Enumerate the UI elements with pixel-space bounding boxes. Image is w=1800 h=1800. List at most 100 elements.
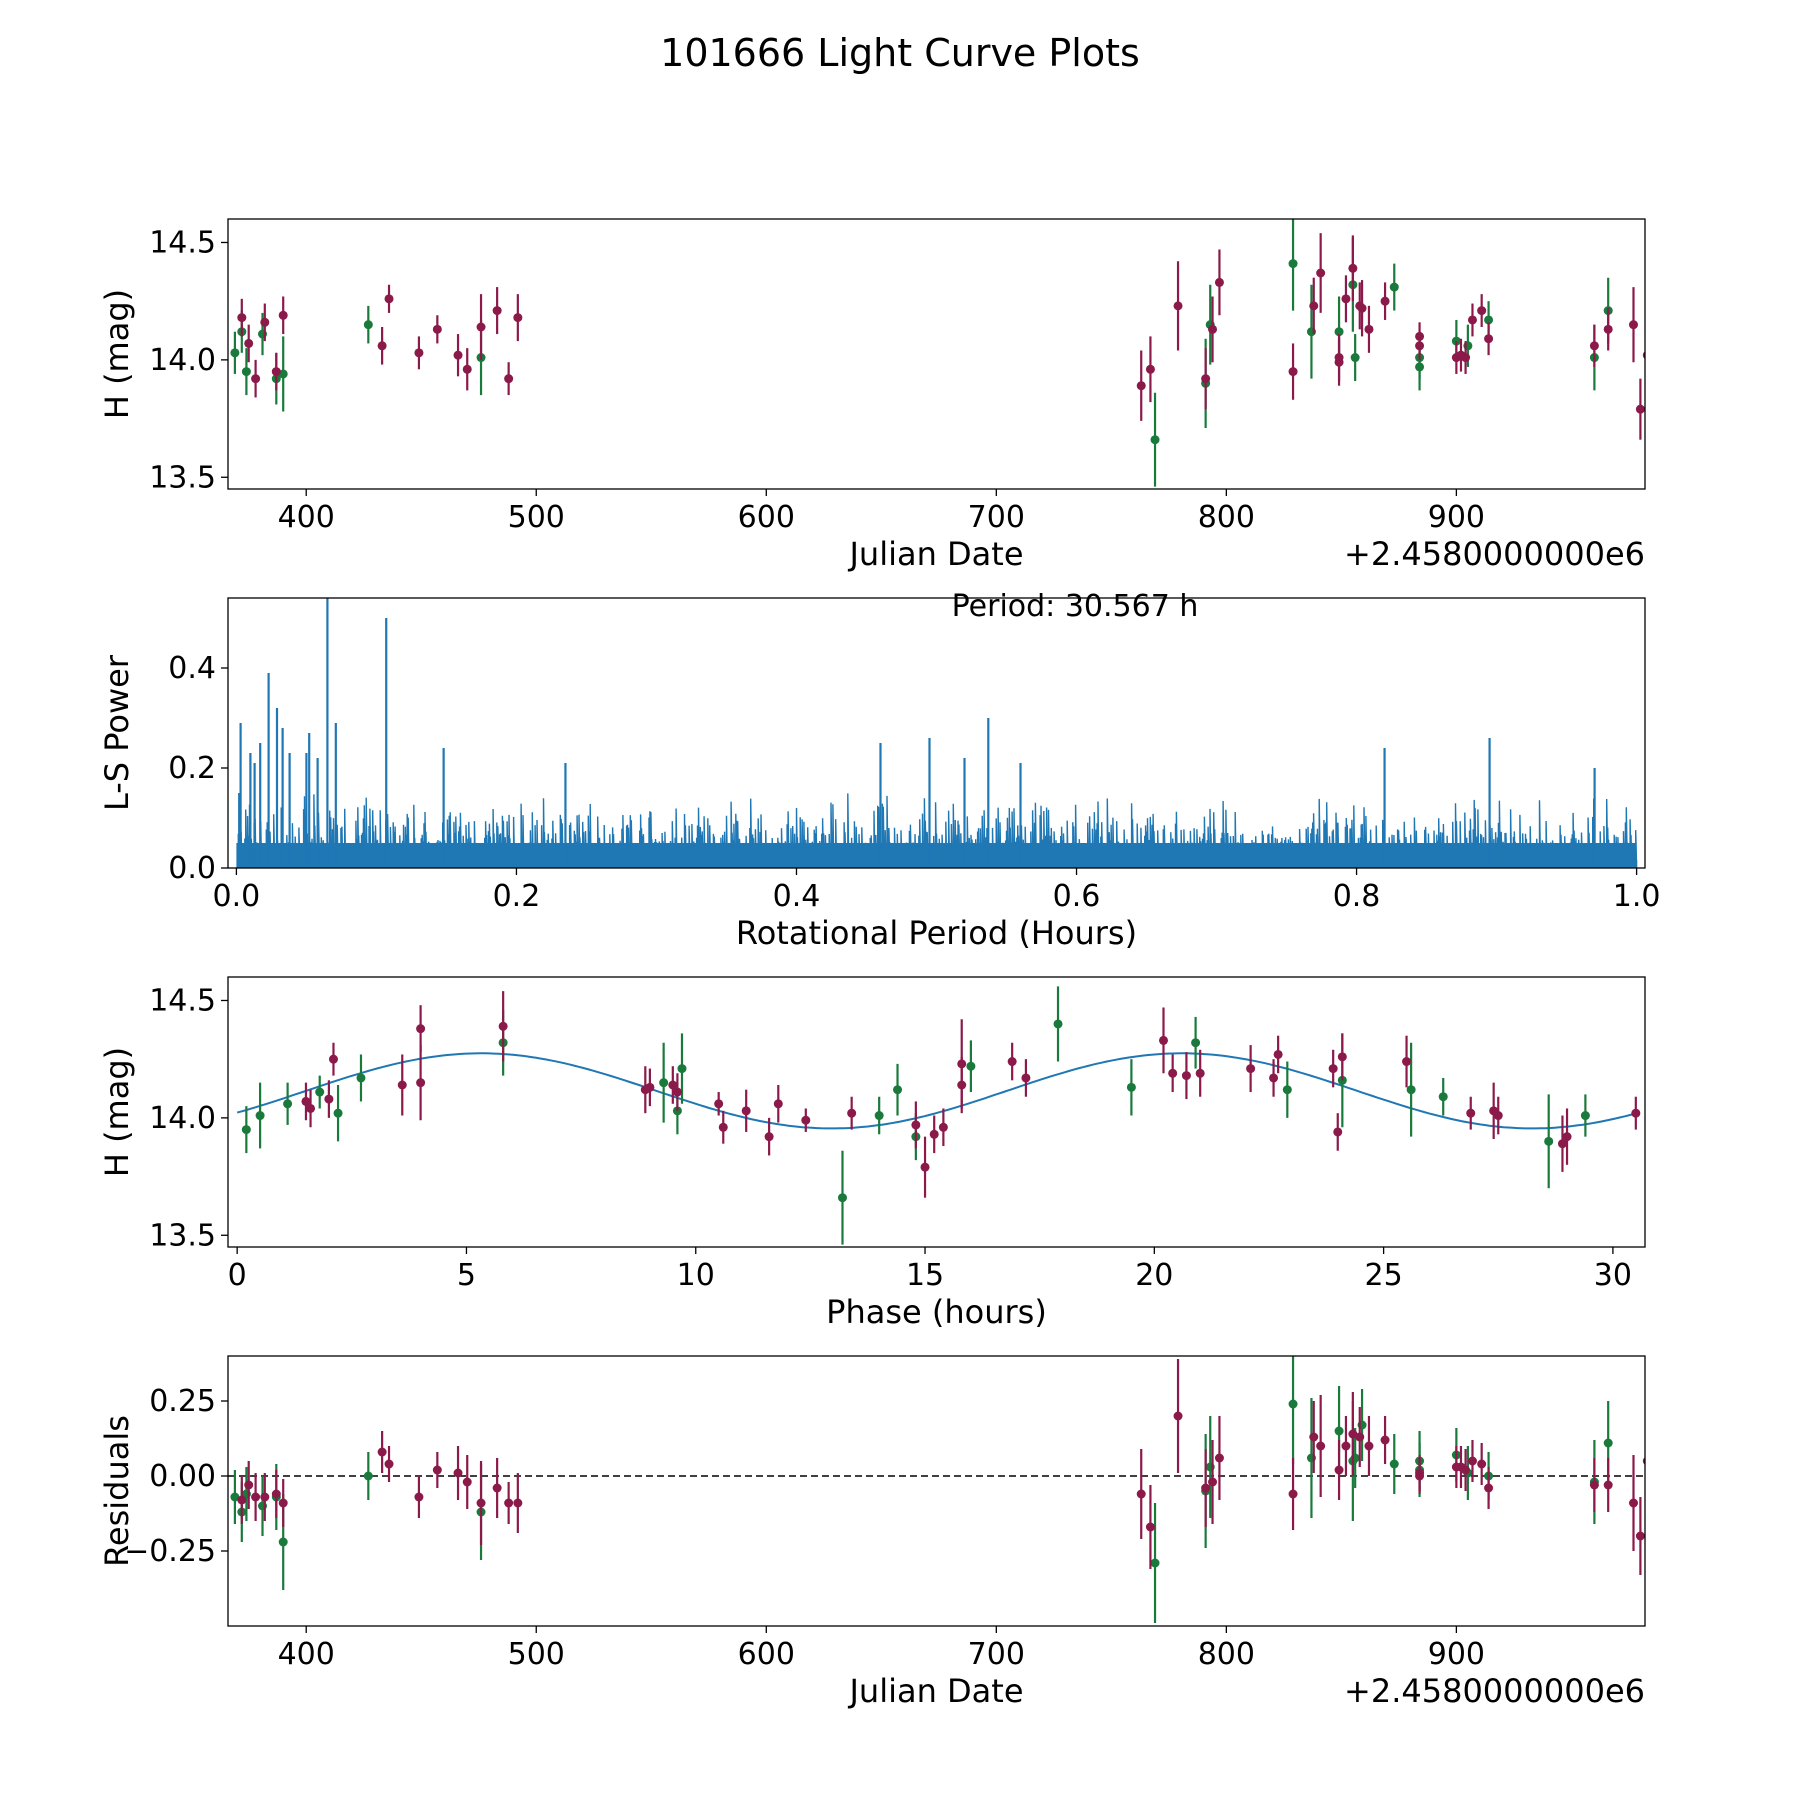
data-point-green bbox=[837, 1193, 847, 1203]
data-point-maroon bbox=[1364, 1441, 1374, 1451]
data-point-maroon bbox=[1208, 324, 1218, 334]
x-tick-label: 0 bbox=[228, 1258, 247, 1293]
data-point-green bbox=[1150, 1558, 1160, 1568]
x-axis-label: Rotational Period (Hours) bbox=[736, 914, 1137, 952]
x-tick-label: 1.0 bbox=[1613, 879, 1661, 914]
data-point-green bbox=[241, 1125, 251, 1135]
data-point-maroon bbox=[1642, 1457, 1645, 1465]
data-point-maroon bbox=[1402, 1057, 1412, 1067]
x-tick-label: 400 bbox=[278, 1637, 335, 1672]
data-point-maroon bbox=[260, 1492, 270, 1502]
data-point-maroon bbox=[453, 1468, 463, 1478]
data-point-maroon bbox=[1173, 1411, 1183, 1421]
data-point-green bbox=[278, 369, 288, 379]
data-point-green bbox=[1438, 1092, 1448, 1102]
plot-area bbox=[236, 986, 1641, 1245]
data-point-green bbox=[333, 1108, 343, 1118]
data-point-maroon bbox=[668, 1080, 678, 1090]
residuals-panel: 400 500 600 700 800 900 −0.25 0.00 0.25 Julian Da… bbox=[98, 1355, 1646, 1710]
plot-area bbox=[228, 1356, 1645, 1623]
data-point-maroon bbox=[432, 1465, 442, 1475]
x-tick-label: 900 bbox=[1428, 500, 1485, 535]
data-point-maroon bbox=[1467, 1456, 1477, 1466]
y-tick-label: 0.4 bbox=[168, 651, 216, 686]
data-point-maroon bbox=[453, 350, 463, 360]
data-point-maroon bbox=[1309, 1432, 1319, 1442]
data-point-maroon bbox=[328, 1054, 338, 1064]
data-point-maroon bbox=[237, 313, 247, 323]
x-tick-label: 30 bbox=[1594, 1258, 1632, 1293]
data-point-green bbox=[363, 1471, 373, 1481]
plot-area bbox=[230, 219, 1645, 487]
data-point-maroon bbox=[1415, 341, 1425, 351]
x-tick-label: 0.4 bbox=[773, 879, 821, 914]
data-point-maroon bbox=[251, 1492, 261, 1502]
x-tick-label: 700 bbox=[968, 1637, 1025, 1672]
data-point-green bbox=[278, 1537, 288, 1547]
data-point-maroon bbox=[1642, 351, 1645, 360]
data-point-green bbox=[1126, 1082, 1136, 1092]
data-point-maroon bbox=[1628, 320, 1638, 330]
data-point-maroon bbox=[1484, 1483, 1494, 1493]
data-point-maroon bbox=[1145, 1522, 1155, 1532]
data-point-maroon bbox=[1168, 1068, 1178, 1078]
data-point-green bbox=[893, 1085, 903, 1095]
data-point-maroon bbox=[1415, 1468, 1425, 1478]
data-point-maroon bbox=[416, 1024, 426, 1034]
period-annotation: Period: 30.567 h bbox=[952, 589, 1199, 624]
data-point-maroon bbox=[1467, 315, 1477, 325]
x-tick-label: 400 bbox=[278, 500, 335, 535]
y-tick-label: 13.5 bbox=[149, 1218, 216, 1253]
x-tick-label: 600 bbox=[738, 1637, 795, 1672]
data-point-maroon bbox=[271, 1489, 281, 1499]
data-point-maroon bbox=[513, 1498, 523, 1508]
data-point-maroon bbox=[1557, 1139, 1567, 1149]
data-point-maroon bbox=[414, 348, 424, 358]
y-axis-label: H (mag) bbox=[98, 289, 136, 419]
data-point-green bbox=[1580, 1111, 1590, 1121]
periodogram-panel: Period: 30.567 h 0.0 0.2 0.4 0.6 0.8 1.0 0.0 0.2… bbox=[98, 589, 1660, 952]
x-tick-label: 20 bbox=[1135, 1258, 1173, 1293]
data-point-green bbox=[255, 1111, 265, 1121]
x-tick-label: 900 bbox=[1428, 1637, 1485, 1672]
data-point-green bbox=[659, 1078, 669, 1088]
data-point-green bbox=[874, 1111, 884, 1121]
data-point-maroon bbox=[1136, 381, 1146, 391]
data-point-maroon bbox=[384, 294, 394, 304]
data-point-green bbox=[1334, 1426, 1344, 1436]
data-point-maroon bbox=[1380, 1435, 1390, 1445]
data-point-maroon bbox=[1461, 1465, 1471, 1475]
data-point-maroon bbox=[1348, 263, 1358, 273]
data-point-green bbox=[1053, 1019, 1063, 1029]
data-point-maroon bbox=[1195, 1068, 1205, 1078]
data-point-green bbox=[1484, 315, 1494, 325]
data-point-maroon bbox=[462, 364, 472, 374]
data-point-maroon bbox=[1181, 1071, 1191, 1081]
data-point-maroon bbox=[1589, 341, 1599, 351]
data-point-maroon bbox=[911, 1120, 921, 1130]
data-point-green bbox=[363, 320, 373, 330]
data-point-maroon bbox=[414, 1492, 424, 1502]
data-point-maroon bbox=[920, 1162, 930, 1172]
data-point-green bbox=[315, 1087, 325, 1097]
x-tick-label: 500 bbox=[508, 1637, 565, 1672]
power-spectrum-band bbox=[236, 843, 1637, 868]
x-tick-label: 500 bbox=[508, 500, 565, 535]
x-tick-label: 0.2 bbox=[493, 879, 541, 914]
data-point-green bbox=[1389, 1459, 1399, 1469]
data-point-maroon bbox=[1348, 1429, 1358, 1439]
data-point-maroon bbox=[513, 313, 523, 323]
x-offset-label: +2.4580000000e6 bbox=[1344, 1672, 1645, 1710]
data-point-maroon bbox=[244, 1480, 254, 1490]
data-point-green bbox=[1288, 259, 1298, 269]
data-point-maroon bbox=[938, 1122, 948, 1132]
y-tick-label: 14.0 bbox=[149, 1101, 216, 1136]
x-axis-label: Julian Date bbox=[847, 535, 1023, 573]
data-point-maroon bbox=[278, 310, 288, 320]
data-point-green bbox=[966, 1061, 976, 1071]
data-point-green bbox=[1544, 1136, 1554, 1146]
x-tick-label: 800 bbox=[1198, 500, 1255, 535]
x-tick-label: 0.6 bbox=[1053, 879, 1101, 914]
data-point-maroon bbox=[1603, 1480, 1613, 1490]
data-point-maroon bbox=[1628, 1498, 1638, 1508]
